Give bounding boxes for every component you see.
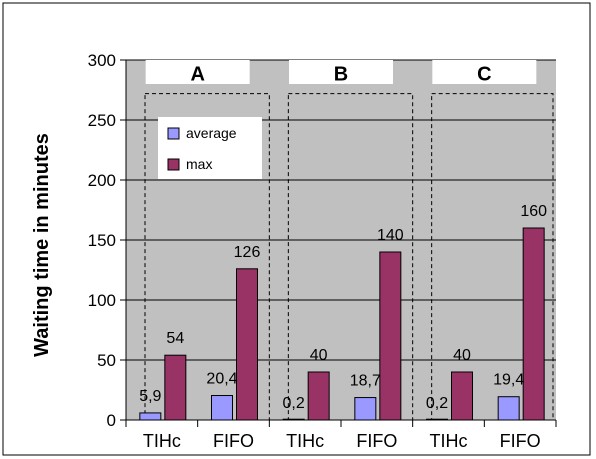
data-label-max: 160 bbox=[520, 203, 547, 220]
data-label-max: 40 bbox=[310, 347, 328, 364]
bar-average bbox=[354, 397, 377, 421]
data-label-max: 40 bbox=[453, 347, 471, 364]
bars bbox=[139, 227, 545, 421]
axes bbox=[120, 59, 557, 427]
data-label-average: 18,7 bbox=[350, 373, 381, 390]
x-tick-labels: TIHc FIFO TIHc FIFO TIHc FIFO bbox=[143, 431, 541, 451]
bar-max bbox=[451, 371, 473, 421]
group-labels: A B C bbox=[145, 60, 537, 85]
data-labels: 5,9 20,4 0,2 18,7 0,2 19,4 54 126 40 140 40 160 bbox=[139, 203, 547, 412]
data-label-average: 0,2 bbox=[283, 395, 305, 412]
legend-swatch bbox=[167, 127, 180, 140]
y-tick-label: 0 bbox=[107, 411, 116, 430]
group-label: C bbox=[477, 63, 491, 85]
bar-max bbox=[164, 354, 187, 421]
group-label: A bbox=[190, 63, 204, 85]
y-tick-label: 150 bbox=[88, 231, 116, 250]
x-tick-label: TIHc bbox=[143, 431, 181, 451]
x-tick-label: TIHc bbox=[430, 431, 468, 451]
data-label-average: 20,4 bbox=[206, 371, 237, 388]
data-label-average: 19,4 bbox=[493, 372, 524, 389]
data-label-max: 54 bbox=[166, 330, 184, 347]
bar-max bbox=[379, 251, 402, 421]
y-tick-label: 200 bbox=[88, 171, 116, 190]
group-label: B bbox=[334, 63, 348, 85]
legend: average max bbox=[158, 117, 262, 179]
group-label-box bbox=[145, 60, 250, 84]
y-tick-label: 100 bbox=[88, 291, 116, 310]
data-label-average: 0,2 bbox=[426, 395, 448, 412]
bar-max bbox=[522, 227, 545, 421]
y-tick-label: 300 bbox=[88, 51, 116, 70]
data-label-max: 140 bbox=[377, 227, 404, 244]
group-label-box bbox=[432, 60, 537, 84]
y-axis-title: Waiting time in minutes bbox=[31, 133, 53, 357]
x-tick-label: FIFO bbox=[356, 431, 397, 451]
bar-average bbox=[211, 395, 233, 421]
bar-average bbox=[497, 396, 520, 421]
legend-label: average bbox=[186, 125, 237, 141]
y-tick-label: 250 bbox=[88, 111, 116, 130]
legend-swatch bbox=[167, 158, 180, 171]
y-tick-labels: 0 50 100 150 200 250 300 bbox=[88, 51, 116, 430]
y-tick-label: 50 bbox=[97, 351, 116, 370]
bar-max bbox=[307, 371, 330, 421]
data-label-average: 5,9 bbox=[139, 388, 161, 405]
x-tick-label: FIFO bbox=[500, 431, 541, 451]
group-label-box bbox=[289, 60, 393, 84]
bar-max bbox=[236, 268, 258, 421]
x-tick-label: TIHc bbox=[286, 431, 324, 451]
x-tick-label: FIFO bbox=[213, 431, 254, 451]
legend-label: max bbox=[186, 156, 212, 172]
bar-average bbox=[139, 412, 162, 421]
data-label-max: 126 bbox=[234, 244, 261, 261]
